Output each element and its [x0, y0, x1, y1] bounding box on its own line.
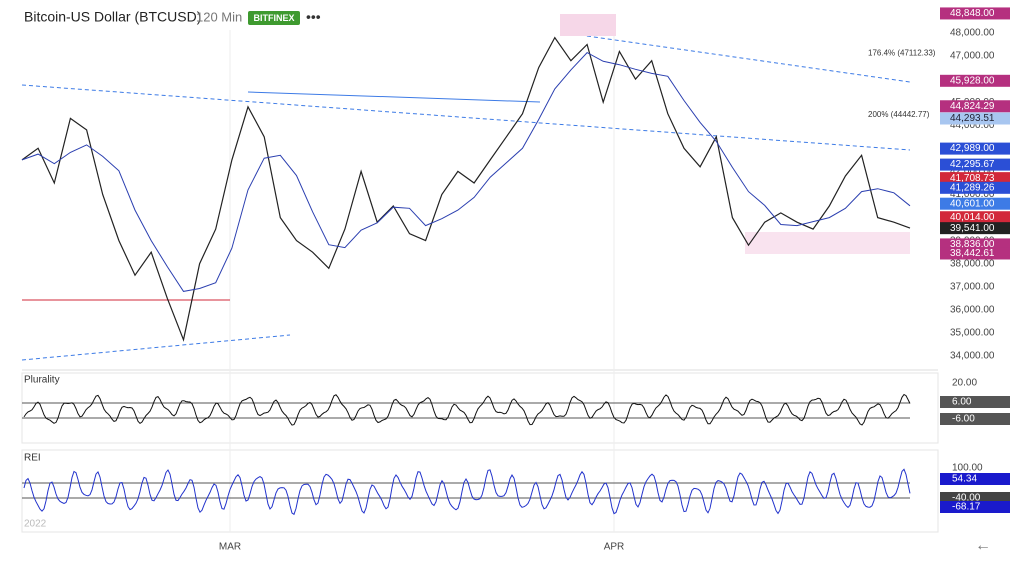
price-badge: [940, 142, 1010, 155]
price-badge: [940, 211, 1010, 224]
fib-label: 200% (44442.77): [868, 110, 930, 119]
osc-badge: [940, 501, 1010, 513]
exchange: BITFINEX: [253, 13, 294, 23]
price-badge-label: 48,848.00: [950, 8, 995, 19]
price-badge: [940, 197, 1010, 210]
price-badge-label: 44,824.29: [950, 101, 995, 112]
osc-badge-label: 54.34: [952, 474, 977, 485]
osc-badge: [940, 473, 1010, 485]
osc-badge-label: -6.00: [952, 414, 975, 425]
price-tick: 41,000.00: [950, 189, 995, 200]
price-badge-label: 41,289.26: [950, 182, 995, 193]
title: Bitcoin-US Dollar (BTCUSD): [24, 9, 201, 25]
price-badge: [940, 172, 1010, 185]
price-line: [21, 36, 911, 342]
price-badge: [940, 158, 1010, 171]
zone: [745, 232, 910, 254]
trend-line: [21, 84, 911, 151]
price-tick: 37,000.00: [950, 281, 995, 292]
osc-badge: [940, 396, 1010, 408]
price-tick: 36,000.00: [950, 304, 995, 315]
osc-badge-label: -68.17: [952, 502, 981, 513]
price-tick: 42,000.00: [950, 166, 995, 177]
price-badge-label: 42,989.00: [950, 143, 995, 154]
fib-label: 176.4% (47112.33): [868, 49, 936, 58]
price-badge-label: 39,541.00: [950, 223, 995, 234]
price-badge: [940, 112, 1010, 125]
plurality-name: Plurality: [24, 375, 60, 386]
price-badge-label: 40,014.00: [950, 212, 995, 223]
interval: 120 Min: [196, 9, 242, 24]
plurality-line: [23, 393, 911, 426]
price-tick: 38,000.00: [950, 258, 995, 269]
rei-tick: 100.00: [952, 463, 983, 474]
price-badge-label: 38,442.61: [950, 248, 995, 259]
price-badge-label: 41,708.73: [950, 173, 995, 184]
price-badge-label: 45,928.00: [950, 75, 995, 86]
price-badge: [940, 100, 1010, 113]
price-tick: 48,000.00: [950, 28, 995, 39]
price-badge: [940, 181, 1010, 194]
plurality-pane: [21, 372, 939, 444]
price-badge: [940, 247, 1010, 260]
rei-pane: [21, 449, 939, 533]
rei-line: [23, 468, 911, 516]
x-label: APR: [604, 542, 625, 553]
price-badge: [940, 222, 1010, 235]
price-badge: [940, 74, 1010, 87]
osc-badge: [940, 413, 1010, 425]
moving-average: [21, 51, 911, 292]
x-label: MAR: [219, 542, 241, 553]
menu[interactable]: •••: [306, 9, 321, 25]
osc-badge-label: -40.00: [952, 493, 981, 504]
price-tick: 47,000.00: [950, 51, 995, 62]
trend-line: [21, 334, 291, 361]
price-tick: 44,000.00: [950, 120, 995, 131]
price-tick: 34,000.00: [950, 351, 995, 362]
price-badge-label: 42,295.67: [950, 159, 995, 170]
price-badge: [940, 7, 1010, 20]
zone: [560, 14, 616, 36]
price-badge-label: 44,293.51: [950, 113, 995, 124]
price-badge-label: 38,836.00: [950, 239, 995, 250]
back-arrow[interactable]: ←: [975, 537, 991, 554]
plurality-tick: 20.00: [952, 378, 977, 389]
price-badge: [940, 238, 1010, 251]
rei-name: REI: [24, 453, 41, 464]
exchange-badge[interactable]: [248, 11, 300, 25]
price-tick: 35,000.00: [950, 328, 995, 339]
year: 2022: [24, 519, 47, 530]
trend-line: [247, 91, 541, 103]
price-badge-label: 40,601.00: [950, 198, 995, 209]
osc-badge-label: 6.00: [952, 397, 972, 408]
